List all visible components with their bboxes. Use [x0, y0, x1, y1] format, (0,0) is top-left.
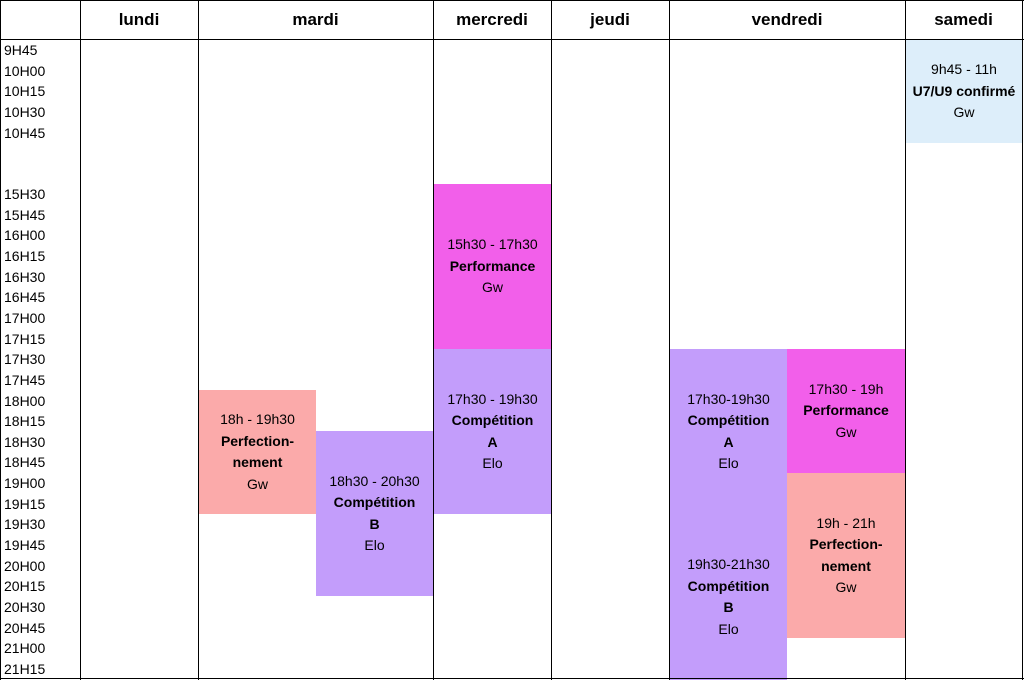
- time-label: 17H15: [4, 330, 46, 347]
- column-line: [1022, 0, 1023, 680]
- bottom-line: [0, 678, 1024, 679]
- day-header: lundi: [118, 10, 160, 29]
- time-label: 19H30: [4, 516, 46, 533]
- event-coach: Elo: [482, 455, 503, 471]
- event-time: 17h30-19h30: [687, 390, 770, 407]
- event-coach: Gw: [835, 579, 857, 595]
- event-title: Compétition: [687, 577, 770, 594]
- event-title: A: [723, 433, 734, 450]
- event-coach: Elo: [364, 537, 385, 553]
- event: 18h30 - 20h30 Compétition B Elo: [316, 431, 433, 596]
- event: 17h30-19h30 Compétition A Elo: [670, 349, 787, 514]
- time-label: 16H45: [4, 289, 46, 306]
- event-title: Compétition: [687, 412, 770, 428]
- day-header: samedi: [934, 10, 993, 29]
- time-label: 21H15: [4, 660, 46, 677]
- event-time: 19h - 21h: [816, 514, 876, 531]
- header-line: [0, 0, 1024, 1]
- event-title: nement: [821, 557, 871, 574]
- column-line: [433, 0, 434, 680]
- day-header: vendredi: [751, 10, 823, 29]
- time-label: 16H15: [4, 247, 46, 264]
- time-label: 17H00: [4, 309, 46, 326]
- event: 9h45 - 11h U7/U9 confirmé Gw: [906, 40, 1022, 143]
- time-label: 18H30: [4, 433, 46, 450]
- event-title: B: [369, 515, 380, 532]
- event-title: Compétition: [451, 412, 534, 428]
- event-time: 18h - 19h30: [220, 411, 295, 427]
- column-line: [198, 0, 199, 680]
- event: 18h - 19h30 Perfection-nement Gw: [199, 390, 316, 514]
- event-title: nement: [232, 454, 283, 470]
- header-line: [0, 39, 1024, 40]
- event: 17h30 - 19h Performance Gw: [787, 349, 905, 473]
- event-coach: Elo: [718, 455, 739, 471]
- event-title: B: [723, 599, 734, 615]
- time-label: 19H45: [4, 537, 46, 554]
- event-title: Perfection-: [809, 536, 883, 552]
- column-line: [669, 0, 670, 680]
- time-label: 10H45: [4, 124, 46, 141]
- time-label: 18H15: [4, 413, 46, 430]
- event-time: 15h30 - 17h30: [447, 236, 538, 253]
- time-label: 17H30: [4, 351, 46, 368]
- event-time: 17h30 - 19h30: [447, 390, 538, 407]
- event-coach: Gw: [247, 475, 268, 492]
- event-coach: Gw: [835, 423, 857, 440]
- event-coach: Gw: [953, 104, 975, 121]
- column-line: [905, 0, 906, 680]
- column-line: [80, 0, 81, 680]
- event-time: 17h30 - 19h: [808, 380, 884, 397]
- time-label: 20H30: [4, 599, 46, 615]
- column-line: [0, 0, 1, 680]
- column-line: [551, 0, 552, 680]
- time-label: 21H00: [4, 640, 46, 657]
- event-title: Performance: [803, 402, 889, 419]
- event-time: 9h45 - 11h: [931, 61, 997, 78]
- event: 19h - 21h Perfection-nement Gw: [787, 473, 905, 638]
- event-time: 19h30-21h30: [687, 556, 770, 572]
- time-label: 20H15: [4, 578, 46, 595]
- event-coach: Gw: [482, 279, 503, 296]
- time-label: 19H15: [4, 495, 46, 512]
- event: 19h30-21h30 Compétition B Elo: [670, 514, 787, 680]
- time-label: 9H45: [4, 42, 38, 58]
- time-label: 16H30: [4, 268, 46, 285]
- time-label: 18H00: [4, 392, 46, 409]
- day-header: mardi: [292, 10, 339, 29]
- event-title: Perfection-: [220, 432, 295, 449]
- time-label: 17H45: [4, 371, 46, 388]
- event-coach: Elo: [718, 620, 739, 637]
- time-label: 16H00: [4, 227, 46, 244]
- time-label: 18H45: [4, 454, 46, 471]
- time-label: 15H30: [4, 186, 46, 202]
- event: 17h30 - 19h30 Compétition A Elo: [434, 349, 551, 514]
- time-label: 19H00: [4, 475, 46, 492]
- time-label: 10H00: [4, 62, 46, 79]
- time-label: 10H15: [4, 83, 46, 100]
- time-label: 10H30: [4, 103, 46, 120]
- event-time: 18h30 - 20h30: [329, 472, 420, 489]
- event-title: Compétition: [333, 494, 416, 510]
- day-header: mercredi: [456, 10, 528, 29]
- event-title: U7/U9 confirmé: [912, 82, 1016, 99]
- event-title: Performance: [449, 257, 536, 274]
- day-header: jeudi: [590, 10, 630, 29]
- time-label: 20H45: [4, 619, 46, 636]
- time-label: 20H00: [4, 557, 46, 574]
- event: 15h30 - 17h30 Performance Gw: [434, 184, 551, 349]
- event-title: A: [487, 433, 498, 450]
- time-label: 15H45: [4, 206, 46, 223]
